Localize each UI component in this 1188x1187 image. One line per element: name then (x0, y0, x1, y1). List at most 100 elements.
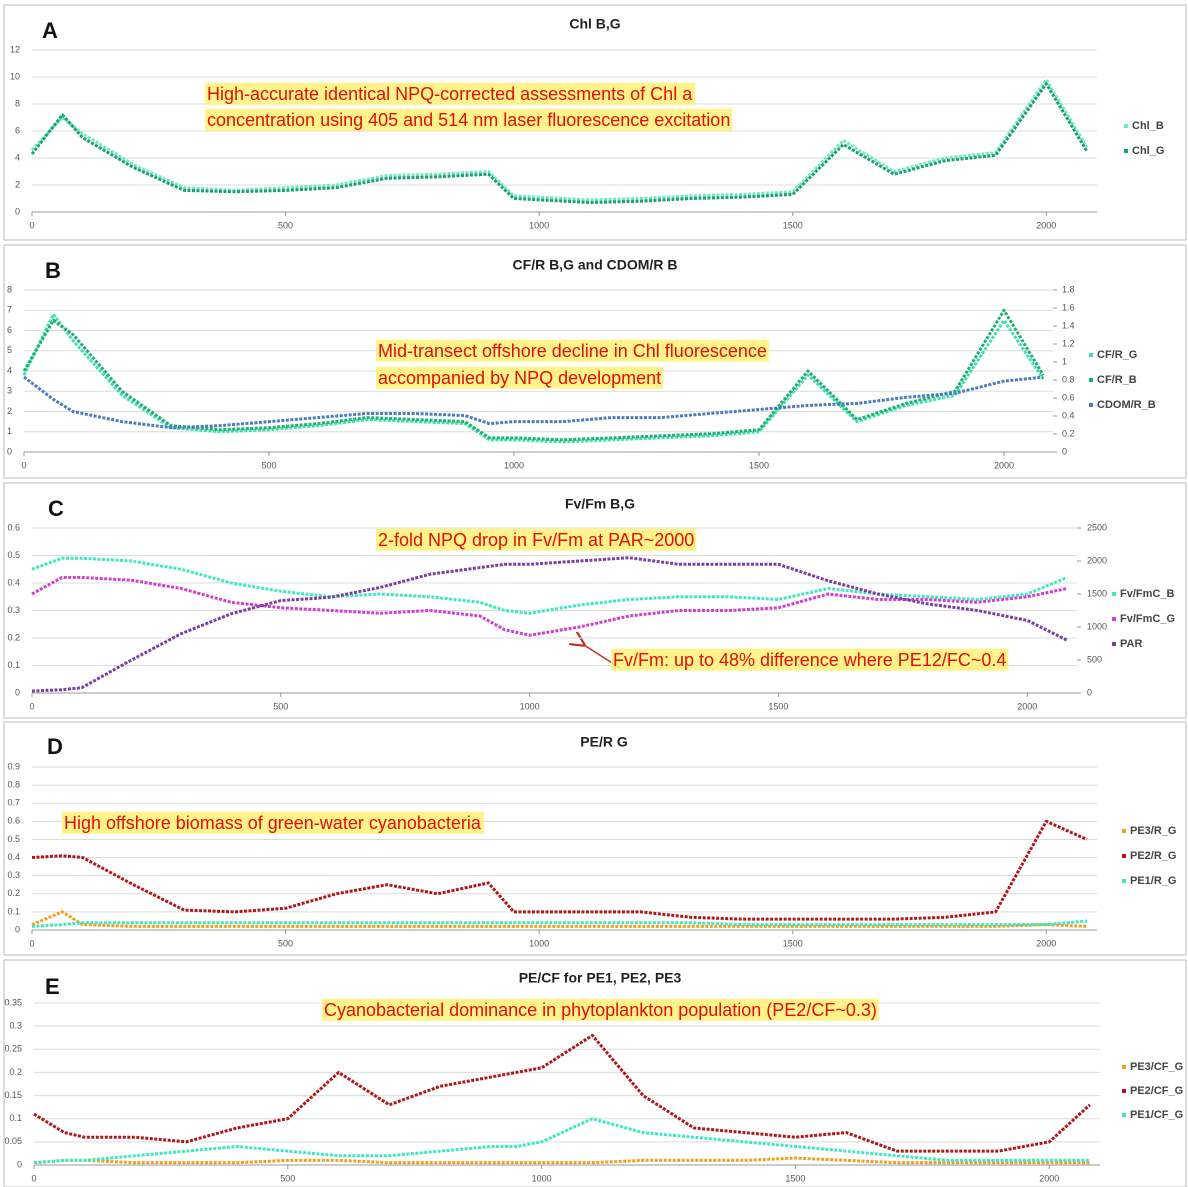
annotation: 2-fold NPQ drop in Fv/Fm at PAR~2000 (378, 530, 694, 550)
series-line (30, 82, 1089, 205)
y-tick-label: 0.8 (7, 779, 20, 789)
panel-frame (3, 482, 1187, 719)
y-tick-label: 0.6 (7, 522, 20, 532)
y-tick-label: 4 (7, 365, 12, 375)
legend-marker (1112, 592, 1116, 596)
legend-label: PE2/CF_G (1130, 1085, 1183, 1097)
y-tick-label: 2 (7, 406, 12, 416)
x-tick-label: 0 (29, 220, 34, 230)
y2-tick-label: 1.8 (1062, 284, 1075, 294)
x-tick-label: 1000 (504, 460, 524, 470)
annotation-bg (205, 108, 733, 131)
legend-marker (1122, 879, 1126, 883)
y2-tick-label: 1 (1062, 356, 1067, 366)
y-tick-label: 0.2 (9, 1067, 22, 1077)
y-tick-label: 0.1 (7, 906, 20, 916)
x-tick-label: 1000 (520, 701, 540, 711)
x-tick-label: 1500 (749, 460, 769, 470)
annotation: accompanied by NPQ development (378, 368, 661, 388)
panel-label: C (48, 496, 64, 521)
chart-title: PE/R G (580, 734, 628, 750)
x-tick-label: 500 (278, 938, 293, 948)
series-line (30, 78, 1089, 202)
legend-label: PE3/CF_G (1130, 1061, 1183, 1073)
legend-label: PAR (1120, 638, 1142, 650)
y-tick-label: 2 (15, 179, 20, 189)
legend-marker (1112, 617, 1116, 621)
annotation: Mid-transect offshore decline in Chl flu… (378, 341, 767, 361)
panel-frame (3, 4, 1187, 241)
y-tick-label: 0.3 (9, 1021, 22, 1031)
y-tick-label: 0 (15, 924, 20, 934)
annotation-bg (376, 528, 697, 551)
y-tick-label: 0 (15, 206, 20, 216)
annotation: High offshore biomass of green-water cya… (64, 813, 482, 833)
y-tick-label: 0.3 (7, 870, 20, 880)
y-tick-label: 0.6 (7, 816, 20, 826)
x-tick-label: 2000 (1039, 1173, 1059, 1183)
x-tick-label: 2000 (994, 460, 1014, 470)
y-tick-label: 12 (10, 44, 20, 54)
x-tick-label: 500 (273, 701, 288, 711)
legend-label: PE1/CF_G (1130, 1109, 1183, 1121)
y-tick-label: 0.5 (7, 834, 20, 844)
chart-title: Chl B,G (569, 16, 620, 32)
y-tick-label: 1 (7, 426, 12, 436)
y-tick-label: 10 (10, 71, 20, 81)
y2-tick-label: 500 (1087, 654, 1102, 664)
y-tick-label: 0.4 (7, 852, 20, 862)
y-tick-label: 0.1 (7, 660, 20, 670)
y-tick-label: 0 (7, 446, 12, 456)
legend-marker (1122, 1065, 1126, 1069)
y2-tick-label: 0.6 (1062, 392, 1075, 402)
x-tick-label: 500 (280, 1173, 295, 1183)
legend-label: PE3/R_G (1130, 825, 1176, 837)
legend-label: Chl_B (1132, 120, 1164, 132)
legend-marker (1122, 1089, 1126, 1093)
annotation: High-accurate identical NPQ-corrected as… (207, 84, 693, 104)
legend-label: CDOM/R_B (1097, 399, 1156, 411)
x-tick-label: 500 (261, 460, 276, 470)
panel-label: D (47, 734, 63, 759)
y-tick-label: 0.7 (7, 798, 20, 808)
legend-marker (1089, 378, 1093, 382)
y-tick-label: 4 (15, 152, 20, 162)
y2-tick-label: 0 (1062, 446, 1067, 456)
legend-marker (1122, 829, 1126, 833)
y2-tick-label: 2000 (1087, 555, 1107, 565)
annotation-bg (62, 811, 484, 834)
legend-marker (1089, 403, 1093, 407)
y-tick-label: 0 (17, 1159, 22, 1169)
x-tick-label: 1500 (783, 938, 803, 948)
x-tick-label: 2000 (1036, 220, 1056, 230)
series-line (31, 910, 1087, 928)
y-tick-label: 0.4 (7, 577, 20, 587)
legend-marker (1122, 1113, 1126, 1117)
y-tick-label: 0 (15, 687, 20, 697)
series-line (31, 556, 1068, 615)
y2-tick-label: 1.6 (1062, 302, 1075, 312)
legend-marker (1089, 353, 1093, 357)
y-tick-label: 0.2 (7, 888, 20, 898)
legend-label: Chl_G (1132, 145, 1164, 157)
y2-tick-label: 1000 (1087, 621, 1107, 631)
x-tick-label: 1500 (768, 701, 788, 711)
series-line (33, 1033, 1091, 1153)
x-tick-label: 0 (31, 1173, 36, 1183)
y2-tick-label: 1.2 (1062, 338, 1075, 348)
annotation-bg (322, 998, 879, 1021)
annotation-bg (205, 82, 696, 105)
series-line (31, 819, 1088, 921)
y-tick-label: 5 (7, 345, 12, 355)
panel-frame (3, 959, 1187, 1187)
chart-title: Fv/Fm B,G (565, 496, 635, 512)
y2-tick-label: 0.8 (1062, 374, 1075, 384)
panel-label: A (42, 18, 58, 43)
legend-marker (1112, 642, 1116, 646)
series-line (31, 556, 1068, 693)
y2-tick-label: 0 (1087, 687, 1092, 697)
y-tick-label: 0.25 (4, 1044, 22, 1054)
y-tick-label: 0.5 (7, 550, 20, 560)
